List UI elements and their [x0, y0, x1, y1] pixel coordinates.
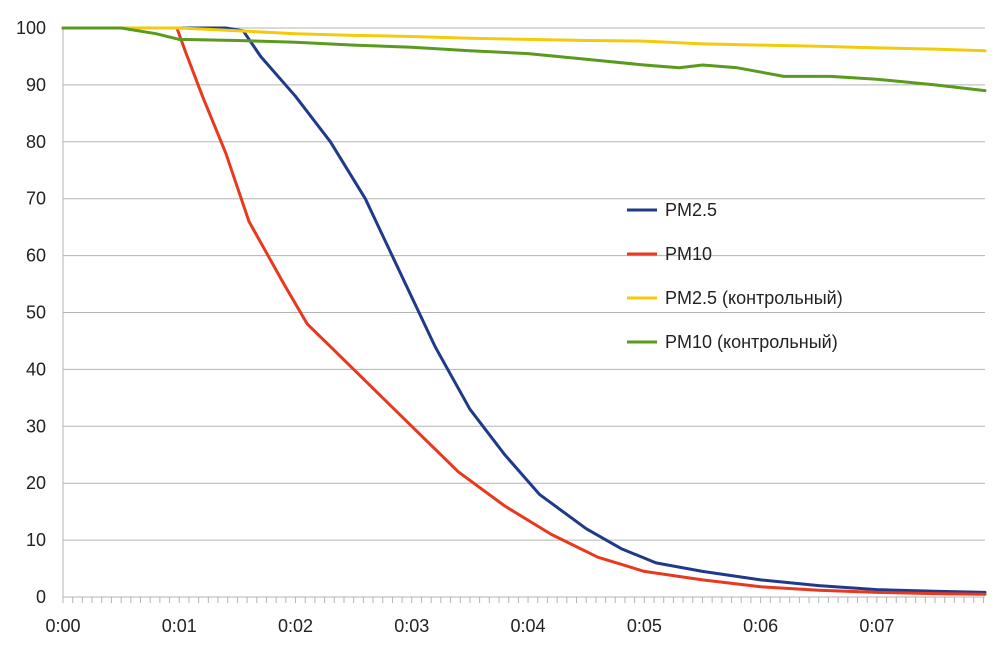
y-tick-label: 60 [26, 246, 46, 266]
series-line-1 [61, 26, 987, 594]
y-tick-label: 80 [26, 132, 46, 152]
series-line-2 [61, 26, 987, 596]
grid-lines [63, 27, 985, 541]
y-tick-label: 70 [26, 189, 46, 209]
axes: 0 10 20 30 40 50 60 70 80 90 100 0:00 0:01 0:02 0:03 0:… [16, 18, 985, 636]
series-line-4 [61, 26, 987, 93]
legend-label: PM2.5 (контрольный) [665, 288, 843, 308]
x-tick-label: 0:05 [627, 616, 662, 636]
y-tick-label: 10 [26, 530, 46, 550]
x-tick-label: 0:06 [743, 616, 778, 636]
y-tick-label: 20 [26, 473, 46, 493]
x-tick-label: 0:01 [162, 616, 197, 636]
y-tick-label: 0 [36, 587, 46, 607]
x-tick-label: 0:03 [394, 616, 429, 636]
y-tick-label: 30 [26, 416, 46, 436]
x-tick-label: 0:04 [511, 616, 546, 636]
y-tick-label: 40 [26, 359, 46, 379]
y-tick-label: 90 [26, 75, 46, 95]
series-lines [61, 26, 987, 596]
legend-label: PM10 [665, 244, 712, 264]
series-line-3 [61, 26, 987, 53]
y-tick-label: 100 [16, 18, 46, 38]
legend-label: PM2.5 [665, 200, 717, 220]
x-tick-label: 0:07 [859, 616, 894, 636]
x-tick-label: 0:00 [45, 616, 80, 636]
legend-label: PM10 (контрольный) [665, 332, 838, 352]
x-tick-label: 0:02 [278, 616, 313, 636]
y-tick-label: 50 [26, 303, 46, 323]
legend: PM2.5 PM10 PM2.5 (контрольный) PM10 (контро… [627, 200, 843, 352]
